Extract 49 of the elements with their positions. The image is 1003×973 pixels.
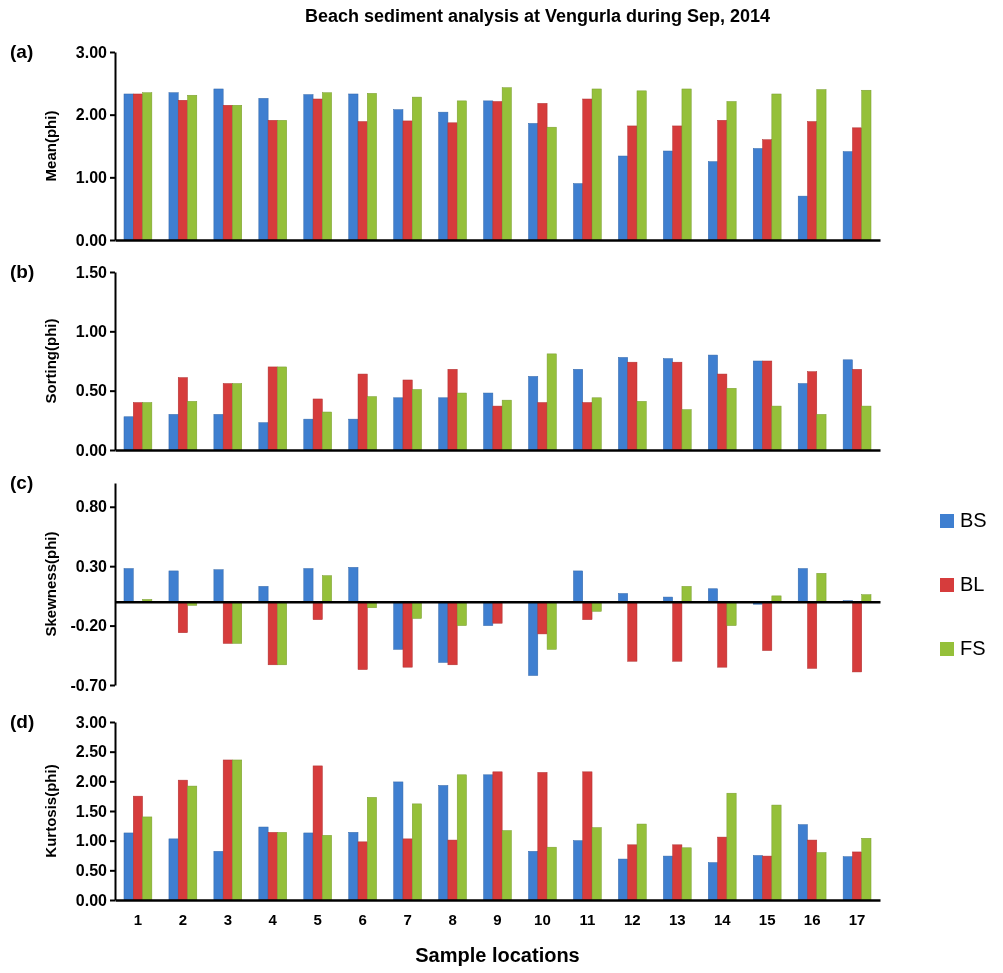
y-axis-title: Mean(phi): [42, 110, 59, 182]
y-tick-label: 0.50: [75, 382, 108, 400]
text: (c): [10, 472, 34, 493]
y-tick-label: 1.00: [75, 832, 108, 850]
y-tick-label: 1.50: [75, 263, 108, 281]
y-tick-label: 0.00: [75, 441, 108, 459]
y-axis-title: Skewness(phi): [42, 531, 59, 637]
y-tick-label: 2.00: [75, 106, 108, 124]
x-tick-label: 17: [848, 910, 866, 928]
y-tick-label: 3.00: [75, 43, 108, 61]
y-tick-label: 3.00: [75, 713, 108, 731]
text: (a): [10, 41, 34, 62]
y-tick-label: 1.00: [75, 322, 108, 340]
y-axis-title: Kurtosis(phi): [42, 764, 59, 858]
x-tick-label: 1: [133, 910, 143, 928]
x-tick-label: 8: [448, 910, 457, 928]
y-tick-label: -0.20: [70, 617, 108, 635]
y-axis-title: Sorting(phi): [42, 318, 59, 404]
text: (b): [10, 261, 35, 282]
legend-label: FS: [960, 637, 986, 659]
y-tick-label: -0.70: [70, 676, 108, 694]
x-tick-label: 15: [758, 910, 776, 928]
legend-label: BS: [960, 509, 987, 531]
x-axis-title: Sample locations: [415, 944, 580, 966]
y-tick-label: 0.80: [75, 498, 108, 516]
x-tick-label: 11: [579, 910, 596, 928]
text: (d): [10, 711, 35, 732]
y-tick-label: 2.50: [75, 743, 108, 761]
x-tick-label: 16: [803, 910, 821, 928]
x-tick-label: 9: [493, 910, 502, 928]
y-tick-label: 0.50: [75, 861, 108, 879]
x-tick-label: 2: [178, 910, 188, 928]
x-tick-label: 12: [624, 910, 641, 928]
chart-title: Beach sediment analysis at Vengurla during Sep, 2014: [304, 6, 771, 26]
y-tick-label: 0.00: [75, 231, 108, 249]
y-tick-label: 0.00: [75, 891, 108, 909]
x-tick-label: 3: [223, 910, 232, 928]
legend-label: BL: [960, 573, 985, 595]
y-tick-label: 1.50: [75, 802, 108, 820]
x-tick-label: 7: [403, 910, 412, 928]
x-tick-label: 10: [534, 910, 551, 928]
y-tick-label: 0.30: [75, 557, 108, 575]
x-tick-label: 6: [358, 910, 367, 928]
x-tick-label: 13: [668, 910, 686, 928]
y-tick-label: 1.00: [75, 168, 108, 186]
x-tick-label: 14: [713, 910, 732, 928]
y-tick-label: 2.00: [75, 772, 108, 790]
x-tick-label: 4: [268, 910, 278, 928]
x-tick-label: 5: [313, 910, 322, 928]
